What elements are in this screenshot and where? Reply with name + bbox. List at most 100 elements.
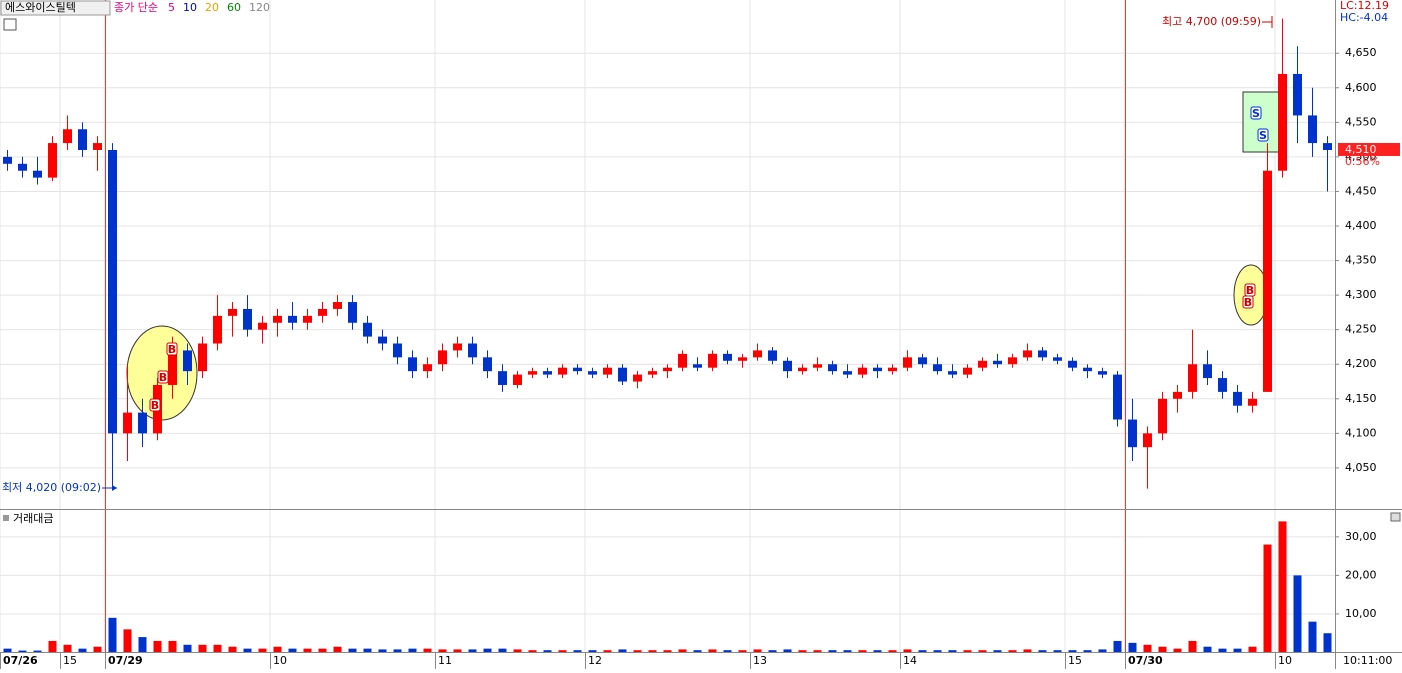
candle-body: [423, 364, 432, 372]
x-tick-label: 15: [63, 654, 77, 667]
candle-body: [1113, 374, 1122, 420]
volume-bar: [633, 650, 642, 653]
candle-body: [303, 315, 312, 323]
candle-body: [618, 367, 627, 382]
volume-bar: [618, 649, 627, 653]
candle-body: [63, 129, 72, 144]
change-label: 0.56%: [1345, 155, 1380, 168]
candle-body: [18, 163, 27, 171]
candle-body: [93, 143, 102, 150]
volume-bar: [513, 649, 522, 653]
candle-body: [288, 315, 297, 323]
candle-body: [708, 353, 717, 368]
table-icon[interactable]: [3, 18, 17, 31]
volume-bar: [603, 650, 612, 653]
x-tick-label: 13: [753, 654, 767, 667]
volume-bar: [228, 646, 237, 653]
candle-body: [363, 322, 372, 337]
volume-bar: [408, 648, 417, 653]
candle-body: [1173, 391, 1182, 399]
ma-legend: 120: [249, 1, 270, 14]
volume-bar: [918, 650, 927, 653]
volume-bar: [978, 650, 987, 653]
candle-body: [1008, 357, 1017, 365]
candle-body: [963, 367, 972, 375]
ma-legend: 60: [227, 1, 241, 14]
candle-body: [903, 357, 912, 368]
candle-body: [333, 302, 342, 309]
volume-bar: [438, 649, 447, 653]
candle-body: [918, 357, 927, 365]
candle-body: [78, 129, 87, 150]
candle-body: [378, 336, 387, 344]
y-tick-label: 4,450: [1345, 184, 1377, 197]
candle-body: [1293, 73, 1302, 116]
signal-label: B: [1244, 296, 1252, 309]
volume-bar: [423, 648, 432, 653]
volume-bar: [1188, 640, 1197, 653]
volume-bar: [873, 650, 882, 653]
candle-body: [513, 374, 522, 385]
candle-body: [588, 371, 597, 375]
candle-body: [273, 315, 282, 323]
time-label: 10:11:00: [1343, 654, 1392, 667]
volume-bar: [138, 637, 147, 653]
candle-body: [783, 360, 792, 372]
y-tick-label: 4,350: [1345, 254, 1377, 267]
y-tick-label: 4,100: [1345, 426, 1377, 439]
candle-body: [828, 364, 837, 372]
candle-body: [228, 308, 237, 316]
candle-body: [348, 302, 357, 323]
candle-body: [258, 322, 267, 330]
volume-bar: [1308, 621, 1317, 653]
candle-body: [1128, 419, 1137, 448]
candle-body: [723, 353, 732, 361]
high-annotation: 최고 4,700 (09:59): [1162, 15, 1261, 28]
candle-body: [693, 364, 702, 368]
volume-bar: [303, 648, 312, 653]
volume-bar: [573, 650, 582, 653]
volume-bar: [588, 650, 597, 653]
volume-bar: [753, 649, 762, 653]
y-tick-label: 4,650: [1345, 46, 1377, 59]
chart-title: 에스와이스틸텍: [5, 1, 76, 14]
volume-bar: [168, 640, 177, 653]
volume-bar: [993, 650, 1002, 653]
volume-bar: [288, 648, 297, 653]
candle-body: [843, 371, 852, 375]
title-box[interactable]: [0, 0, 111, 16]
volume-bar: [1233, 648, 1242, 653]
candle-body: [663, 367, 672, 372]
volume-bar: [1203, 646, 1212, 653]
volume-bar: [318, 648, 327, 653]
panel-button[interactable]: [1390, 512, 1401, 522]
volume-bar: [543, 650, 552, 653]
volume-bar: [1083, 650, 1092, 653]
volume-bar: [888, 650, 897, 653]
price-tag-label: 4,510: [1345, 143, 1377, 156]
indicator-label: 종가 단순: [114, 1, 158, 14]
candle-body: [408, 357, 417, 372]
candle-body: [648, 371, 657, 375]
candle-body: [393, 343, 402, 358]
volume-bar: [963, 650, 972, 653]
candle-body: [1263, 170, 1272, 392]
volume-bar: [273, 646, 282, 653]
volume-bar: [93, 646, 102, 653]
volume-bar: [648, 650, 657, 653]
candle-body: [1038, 350, 1047, 358]
volume-bar: [78, 648, 87, 653]
ma-legend: 10: [183, 1, 197, 14]
volume-bar: [468, 649, 477, 653]
candle-body: [1278, 73, 1287, 171]
volume-bar: [663, 650, 672, 653]
volume-bar: [198, 644, 207, 653]
candle-body: [1068, 360, 1077, 368]
y-tick-label: 4,150: [1345, 392, 1377, 405]
signal-label: S: [1252, 107, 1260, 120]
volume-bar: [1293, 575, 1302, 653]
volume-title: 거래대금: [13, 512, 53, 525]
candle-body: [318, 308, 327, 316]
y-tick-label: 4,600: [1345, 81, 1377, 94]
x-tick-label: 12: [588, 654, 602, 667]
